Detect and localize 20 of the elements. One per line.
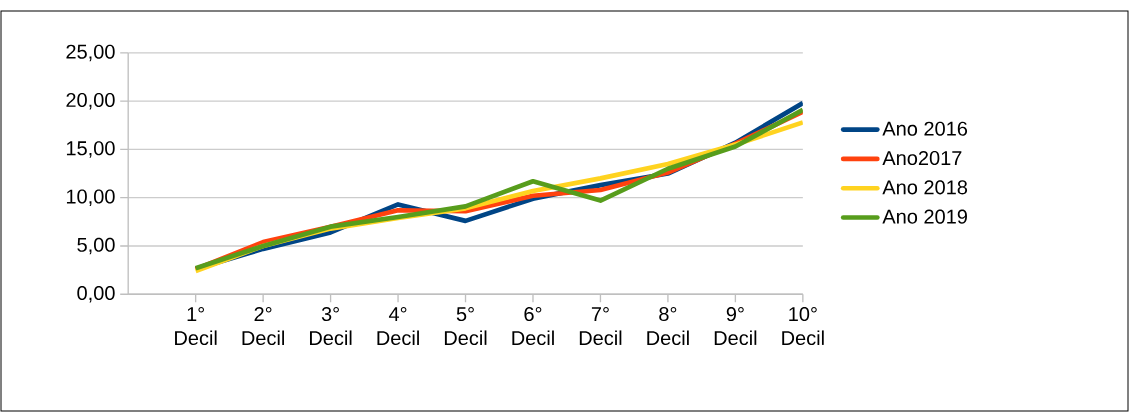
x-tick-label: 3° Decil: [309, 306, 352, 346]
legend-label: Ano2017: [882, 150, 962, 166]
y-tick-label: 20,00: [66, 92, 115, 110]
x-tick-label: 2° Decil: [242, 306, 284, 346]
y-tick-label: 5,00: [77, 237, 115, 255]
x-tick-label: 4° Decil: [377, 306, 419, 346]
y-tick-label: 0,00: [77, 285, 115, 303]
x-tick-label: 5° Decil: [444, 306, 487, 346]
x-tick-label: 9° Decil: [714, 306, 757, 346]
y-tick-label: 10,00: [66, 189, 115, 206]
x-tick-label: 7° Decil: [579, 306, 622, 346]
legend-label: Ano 2016: [882, 121, 968, 136]
x-tick-label: 8° Decil: [647, 306, 689, 346]
y-tick-label: 25,00: [66, 44, 115, 62]
y-tick-label: 15,00: [66, 141, 115, 158]
legend-label: Ano 2018: [882, 180, 968, 195]
x-tick-label: 1° Decil: [175, 306, 217, 346]
legend-label: Ano 2019: [882, 209, 967, 224]
x-tick-label: 10° Decil: [782, 306, 824, 346]
x-tick-label: 6° Decil: [512, 306, 554, 346]
